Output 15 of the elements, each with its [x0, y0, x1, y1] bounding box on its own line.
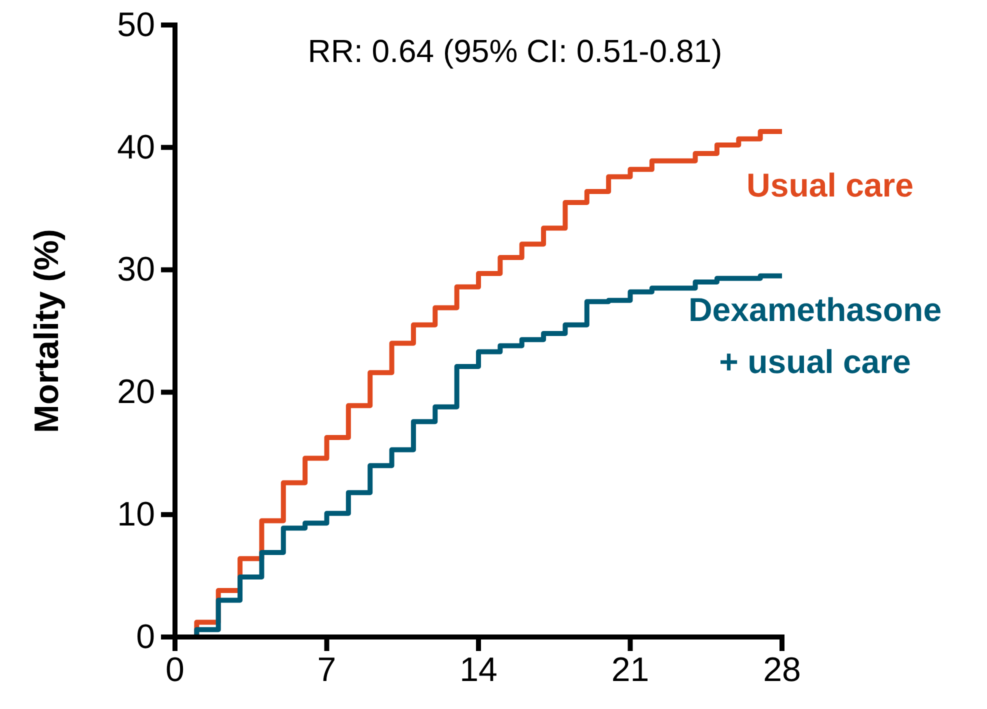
- x-tick-label: 21: [611, 651, 650, 690]
- x-tick-label: 0: [166, 651, 184, 690]
- x-tick-label: 7: [317, 651, 336, 690]
- x-tick-label: 14: [460, 651, 498, 690]
- x-tick-label: 28: [763, 651, 801, 690]
- y-tick-label: 40: [117, 128, 155, 166]
- annotation: RR: 0.64 (95% CI: 0.51-0.81): [308, 33, 722, 69]
- y-tick-label: 10: [117, 495, 155, 534]
- y-tick-label: 20: [117, 373, 155, 412]
- y-tick-label: 0: [136, 618, 155, 656]
- y-axis-title: Mortality (%): [28, 229, 66, 433]
- y-tick-label: 50: [117, 6, 155, 44]
- y-tick-label: 30: [117, 250, 155, 289]
- series-label: Dexamethasone + usual care: [688, 290, 942, 380]
- series-label: Usual care: [746, 166, 914, 204]
